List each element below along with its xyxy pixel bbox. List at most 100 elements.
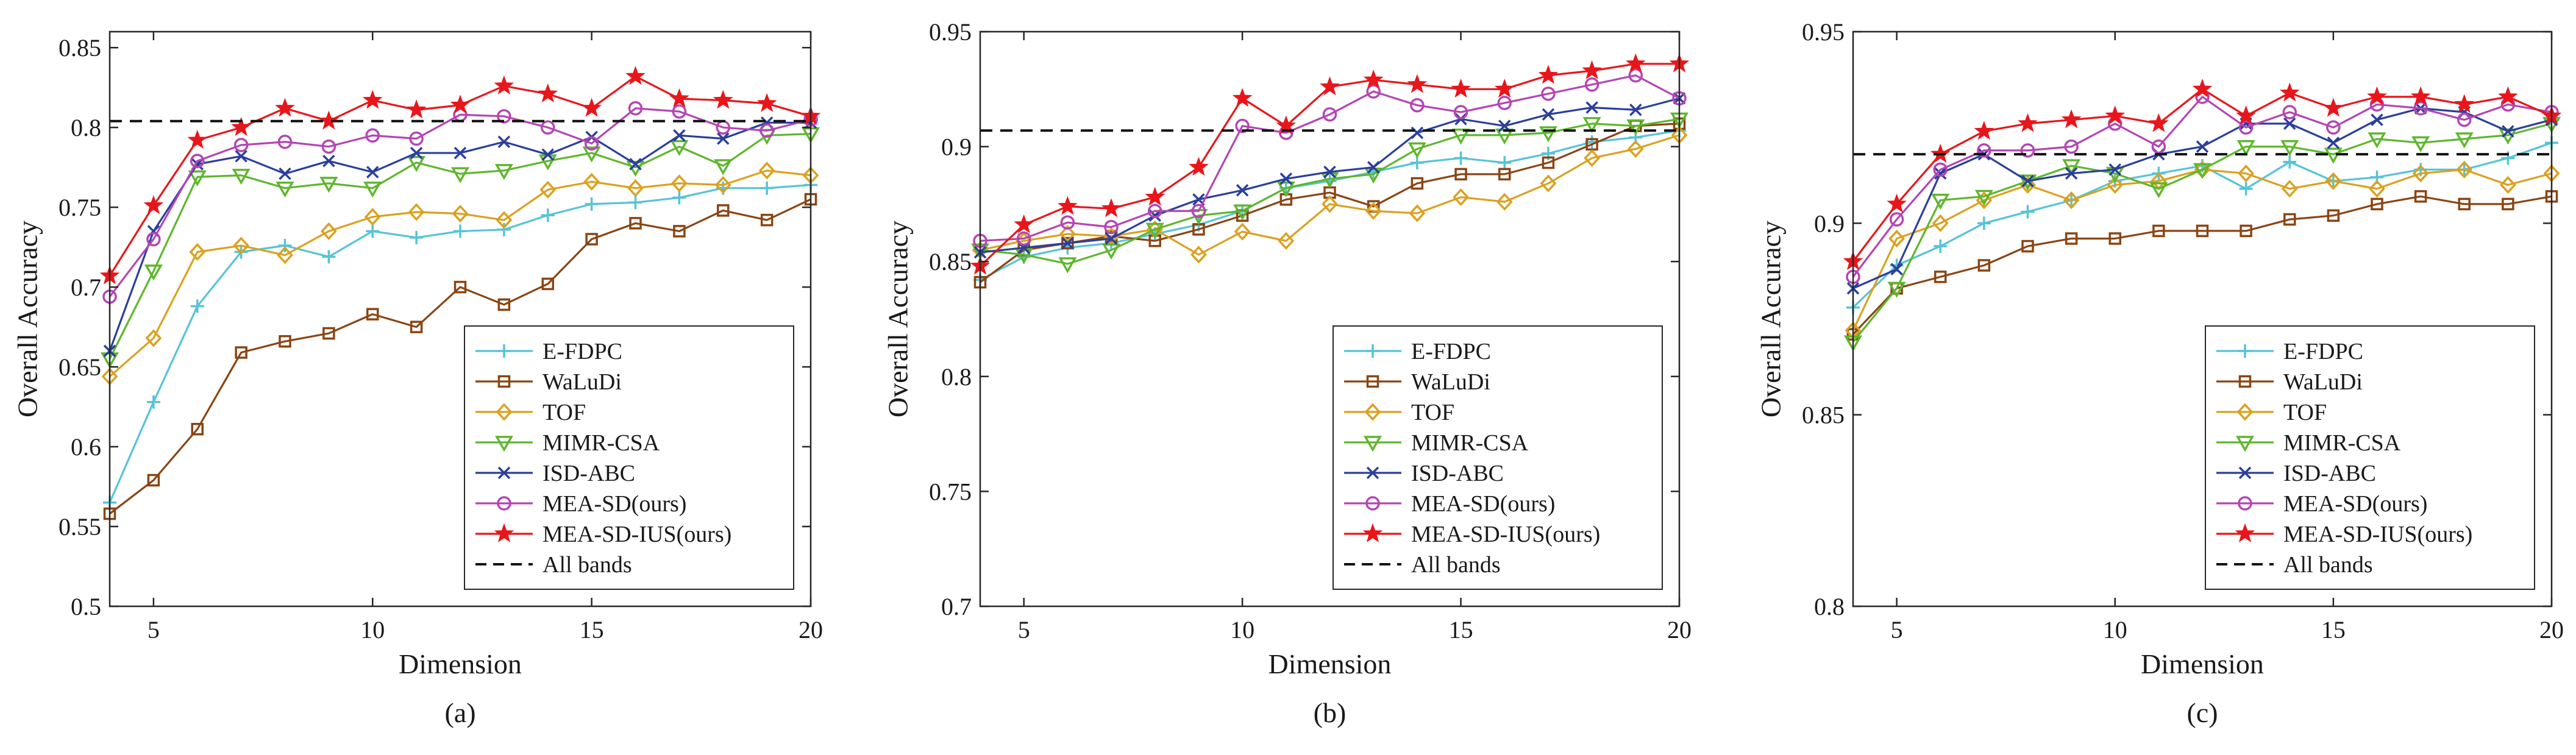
legend-label: ISD-ABC	[543, 461, 635, 486]
chart-panel-2: 5 10 15 20 0.7 0.75 0.8 0.85 0.9 0.95 Dimension Ove…	[883, 18, 1692, 728]
data-point	[2065, 167, 2078, 180]
y-tick-label: 0.8	[71, 114, 101, 141]
legend-marker	[496, 403, 513, 421]
data-point	[2064, 139, 2079, 154]
data-point	[1451, 128, 1470, 145]
data-point	[2371, 113, 2383, 126]
legend-label: MIMR-CSA	[1411, 430, 1529, 456]
data-point	[1058, 257, 1077, 274]
chart-panel-3: 5 10 15 20 0.8 0.85 0.9 0.95 Dimension Overall Ac…	[1756, 18, 2564, 728]
data-point	[407, 156, 426, 172]
y-tick-label: 0.95	[1802, 18, 1845, 46]
data-point	[1191, 204, 1206, 218]
y-axis-label: Overall Accuracy	[883, 221, 914, 417]
data-point	[2283, 213, 2296, 226]
data-point	[1454, 168, 1467, 181]
data-point	[1104, 219, 1119, 235]
data-point	[629, 217, 642, 230]
legend-marker	[1366, 466, 1379, 480]
legend-marker	[1364, 403, 1381, 421]
data-point	[232, 169, 251, 185]
legend-label: MIMR-CSA	[543, 430, 660, 456]
data-point	[2502, 125, 2514, 138]
data-point	[410, 230, 424, 244]
data-point	[406, 99, 427, 119]
data-point	[1058, 196, 1078, 215]
data-point	[2325, 172, 2342, 190]
y-tick-label: 0.8	[1814, 593, 1845, 620]
legend-label: E-FDPC	[2283, 339, 2363, 364]
data-point	[1933, 162, 1948, 177]
data-point	[189, 243, 206, 261]
data-point	[409, 131, 424, 146]
data-point	[497, 135, 511, 148]
data-point	[584, 136, 599, 151]
data-point	[627, 179, 644, 197]
data-point	[319, 110, 339, 130]
data-point	[1887, 193, 1907, 213]
series-6	[102, 101, 818, 304]
data-point	[714, 159, 733, 175]
x-tick-label: 20	[799, 616, 823, 643]
legend-label: TOF	[2283, 400, 2327, 425]
data-point	[2021, 174, 2034, 188]
data-point	[583, 172, 600, 191]
legend-marker	[494, 523, 514, 542]
data-point	[1016, 231, 1031, 246]
panel-caption: (a)	[444, 697, 475, 728]
data-point	[366, 224, 380, 238]
data-point	[363, 181, 382, 198]
axes-box	[109, 30, 812, 608]
data-point	[1407, 74, 1428, 93]
data-point	[672, 191, 686, 205]
series-2	[103, 193, 817, 520]
data-point	[1322, 107, 1337, 122]
series-4	[1843, 117, 2561, 352]
data-point	[147, 473, 160, 487]
data-point	[1582, 60, 1602, 80]
data-point	[760, 213, 774, 227]
data-point	[366, 166, 379, 179]
data-point	[1627, 140, 1644, 158]
data-point	[1494, 79, 1515, 98]
data-point	[585, 233, 598, 246]
data-point	[233, 236, 249, 255]
data-point	[1366, 84, 1381, 99]
data-point	[321, 139, 336, 154]
data-point	[671, 174, 688, 193]
legend-marker	[2238, 466, 2252, 480]
data-point	[2061, 109, 2082, 129]
data-point	[2107, 175, 2124, 194]
data-point	[275, 97, 295, 117]
data-point	[2149, 182, 2168, 199]
data-point	[322, 154, 335, 168]
x-tick-label: 5	[1891, 616, 1903, 643]
data-point	[2327, 209, 2340, 222]
data-point	[144, 264, 163, 281]
data-point	[1977, 216, 1991, 230]
data-point	[2371, 197, 2383, 211]
data-point	[760, 181, 774, 195]
data-point	[1542, 108, 1555, 121]
data-point	[145, 329, 162, 347]
x-tick-label: 10	[2103, 616, 2127, 643]
data-point	[450, 94, 471, 114]
data-point	[2326, 120, 2341, 135]
series-line	[109, 169, 811, 378]
data-point	[1888, 229, 1905, 248]
data-point	[2196, 140, 2209, 153]
data-point	[1625, 53, 1646, 73]
data-point	[2021, 205, 2035, 219]
data-point	[1367, 161, 1380, 174]
data-point	[1322, 195, 1338, 213]
data-point	[541, 208, 555, 222]
legend-marker	[494, 436, 514, 452]
data-point	[1365, 202, 1382, 220]
series-line	[109, 198, 811, 515]
data-point	[2018, 113, 2038, 132]
legend-marker	[2238, 344, 2252, 358]
chart-panel-1: 5 10 15 20 0.5 0.55 0.6 0.65 0.7 0.75 0.8 0.85 Dimen…	[12, 30, 823, 728]
data-point	[2149, 113, 2169, 132]
data-point	[1629, 104, 1642, 116]
data-point	[2065, 232, 2078, 245]
